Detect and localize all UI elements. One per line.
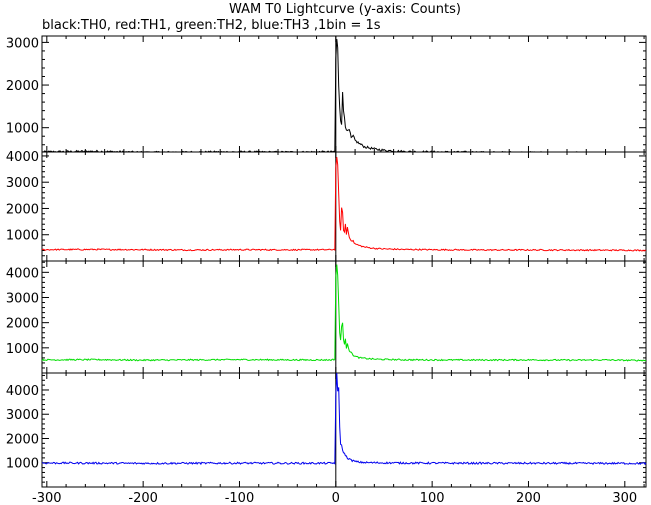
panel-th0: 1000 2000 3000 bbox=[6, 35, 647, 153]
panel-frame bbox=[41, 260, 647, 374]
y-tick-label: 2000 bbox=[6, 317, 39, 332]
y-tick-label: 4000 bbox=[6, 384, 39, 399]
x-axis: -300 -200 -100 0 100 200 300 bbox=[32, 491, 637, 505]
y-tick-label: 1000 bbox=[6, 122, 39, 137]
panel-frame bbox=[41, 372, 647, 488]
y-tick-label: 1000 bbox=[6, 229, 39, 244]
y-tick-label: 3000 bbox=[6, 176, 39, 191]
series-line-th1 bbox=[41, 157, 647, 252]
x-tick-label: 0 bbox=[332, 491, 340, 505]
y-tick-label: 4000 bbox=[6, 150, 39, 165]
y-tick-label: 3000 bbox=[6, 408, 39, 423]
x-tick-label: 100 bbox=[420, 491, 445, 505]
chart-subtitle: black:TH0, red:TH1, green:TH2, blue:TH3 … bbox=[42, 18, 381, 33]
x-tick-label: -200 bbox=[128, 491, 158, 505]
y-tick-label: 1000 bbox=[6, 457, 39, 472]
panel-th3: 1000 2000 3000 4000 bbox=[6, 372, 647, 488]
x-tick-label: -300 bbox=[32, 491, 62, 505]
x-tick-label: -100 bbox=[225, 491, 255, 505]
panel-th1: 1000 2000 3000 4000 bbox=[6, 150, 647, 262]
panel-th2: 1000 2000 3000 4000 bbox=[6, 260, 647, 374]
panel-frame bbox=[41, 151, 647, 262]
y-tick-label: 2000 bbox=[6, 432, 39, 447]
y-tick-label: 1000 bbox=[6, 342, 39, 357]
y-tick-label: 3000 bbox=[6, 291, 39, 306]
chart-title: WAM T0 Lightcurve (y-axis: Counts) bbox=[229, 2, 461, 17]
series-line-th2 bbox=[41, 264, 647, 362]
x-tick-label: 200 bbox=[516, 491, 541, 505]
panels-layer: 1000 2000 3000 1000 2000 3000 4000 1000 2000 3000… bbox=[6, 35, 647, 488]
y-tick-label: 2000 bbox=[6, 202, 39, 217]
x-tick-label: 300 bbox=[612, 491, 637, 505]
panel-frame bbox=[41, 35, 647, 153]
y-tick-label: 2000 bbox=[6, 79, 39, 94]
y-tick-label: 4000 bbox=[6, 266, 39, 281]
series-line-th0 bbox=[41, 39, 646, 153]
series-line-th3 bbox=[41, 372, 647, 466]
y-tick-label: 3000 bbox=[6, 36, 39, 51]
